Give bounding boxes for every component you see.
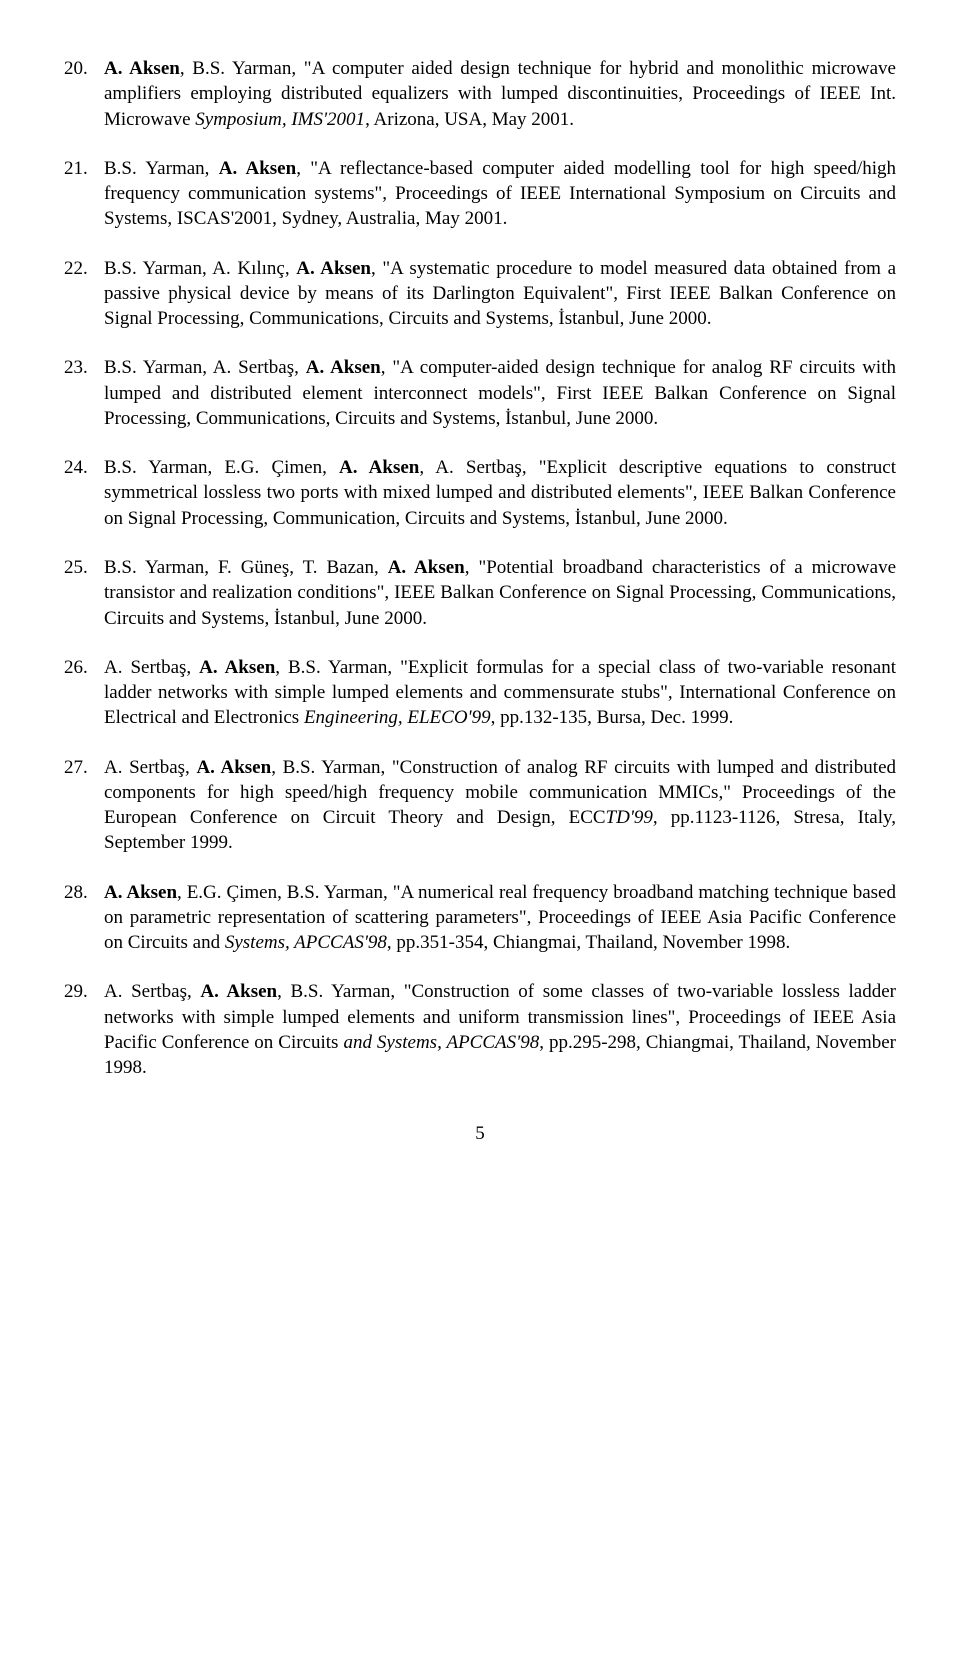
- reference-item: 22.B.S. Yarman, A. Kılınç, A. Aksen, "A …: [64, 256, 896, 332]
- reference-text: B.S. Yarman, A. Aksen, "A reflectance-ba…: [104, 156, 896, 232]
- reference-list: 20.A. Aksen, B.S. Yarman, "A computer ai…: [64, 56, 896, 1081]
- reference-text: A. Sertbaş, A. Aksen, B.S. Yarman, "Cons…: [104, 979, 896, 1080]
- reference-text: B.S. Yarman, A. Sertbaş, A. Aksen, "A co…: [104, 355, 896, 431]
- reference-text: A. Sertbaş, A. Aksen, B.S. Yarman, "Expl…: [104, 655, 896, 731]
- reference-number: 23.: [64, 355, 104, 431]
- reference-item: 25.B.S. Yarman, F. Güneş, T. Bazan, A. A…: [64, 555, 896, 631]
- reference-text: B.S. Yarman, F. Güneş, T. Bazan, A. Akse…: [104, 555, 896, 631]
- reference-number: 22.: [64, 256, 104, 332]
- reference-number: 20.: [64, 56, 104, 132]
- reference-item: 27.A. Sertbaş, A. Aksen, B.S. Yarman, "C…: [64, 755, 896, 856]
- reference-text: A. Aksen, E.G. Çimen, B.S. Yarman, "A nu…: [104, 880, 896, 956]
- page-number: 5: [64, 1121, 896, 1146]
- reference-text: B.S. Yarman, E.G. Çimen, A. Aksen, A. Se…: [104, 455, 896, 531]
- reference-number: 28.: [64, 880, 104, 956]
- reference-item: 29.A. Sertbaş, A. Aksen, B.S. Yarman, "C…: [64, 979, 896, 1080]
- reference-item: 28.A. Aksen, E.G. Çimen, B.S. Yarman, "A…: [64, 880, 896, 956]
- reference-text: B.S. Yarman, A. Kılınç, A. Aksen, "A sys…: [104, 256, 896, 332]
- reference-text: A. Sertbaş, A. Aksen, B.S. Yarman, "Cons…: [104, 755, 896, 856]
- reference-number: 29.: [64, 979, 104, 1080]
- reference-item: 26.A. Sertbaş, A. Aksen, B.S. Yarman, "E…: [64, 655, 896, 731]
- reference-item: 21.B.S. Yarman, A. Aksen, "A reflectance…: [64, 156, 896, 232]
- reference-number: 27.: [64, 755, 104, 856]
- reference-item: 23.B.S. Yarman, A. Sertbaş, A. Aksen, "A…: [64, 355, 896, 431]
- reference-item: 24.B.S. Yarman, E.G. Çimen, A. Aksen, A.…: [64, 455, 896, 531]
- reference-number: 26.: [64, 655, 104, 731]
- reference-item: 20.A. Aksen, B.S. Yarman, "A computer ai…: [64, 56, 896, 132]
- reference-number: 21.: [64, 156, 104, 232]
- reference-number: 24.: [64, 455, 104, 531]
- reference-text: A. Aksen, B.S. Yarman, "A computer aided…: [104, 56, 896, 132]
- reference-number: 25.: [64, 555, 104, 631]
